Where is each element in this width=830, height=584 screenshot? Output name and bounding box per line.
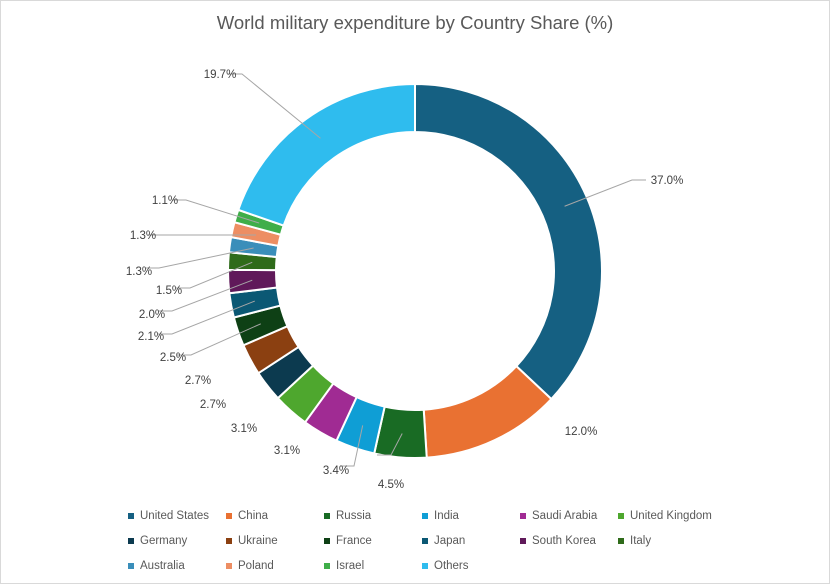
data-label: 3.1% xyxy=(231,423,257,435)
legend-label: United States xyxy=(140,509,210,522)
legend-item: United States xyxy=(128,507,226,524)
data-label: 2.5% xyxy=(160,352,186,364)
legend-label: South Korea xyxy=(532,534,596,547)
legend-swatch xyxy=(422,537,428,544)
data-label: 12.0% xyxy=(565,426,598,438)
legend-item: China xyxy=(226,507,324,524)
leader-line xyxy=(228,73,321,139)
legend-label: Germany xyxy=(140,534,188,547)
legend-swatch xyxy=(520,537,526,544)
legend-item: Poland xyxy=(226,557,324,574)
slice-china xyxy=(422,364,553,459)
legend-label: China xyxy=(238,509,269,522)
legend-label: Poland xyxy=(238,559,274,572)
legend-label: Israel xyxy=(336,559,365,572)
legend-swatch xyxy=(520,512,526,519)
legend-item: United Kingdom xyxy=(618,507,728,524)
leader-line xyxy=(158,300,255,335)
legend-item: Others xyxy=(422,557,520,574)
data-label: 3.4% xyxy=(323,465,349,477)
legend-swatch xyxy=(422,512,428,519)
legend-label: Ukraine xyxy=(238,534,278,547)
legend-swatch xyxy=(324,562,330,569)
leader-line xyxy=(340,425,364,467)
legend-swatch xyxy=(128,512,134,519)
legend-swatch xyxy=(324,512,330,519)
legend-item: Russia xyxy=(324,507,422,524)
legend-label: France xyxy=(336,534,372,547)
doughnut-chart: 37.0% 12.0% 4.5% 3.4% 3.1% 3.1% 2.7% 2.7% 2.5% 2.… xyxy=(126,69,684,491)
legend-item: Israel xyxy=(324,557,422,574)
legend-label: Australia xyxy=(140,559,185,572)
legend-label: India xyxy=(434,509,459,522)
legend-label: United Kingdom xyxy=(630,509,712,522)
data-label: 1.5% xyxy=(156,285,182,297)
leader-line xyxy=(377,433,403,456)
slice-others xyxy=(237,82,416,227)
legend-swatch xyxy=(226,562,232,569)
legend-swatch xyxy=(226,512,232,519)
leader-line xyxy=(158,279,253,312)
leader-line xyxy=(145,247,254,269)
legend-item: South Korea xyxy=(520,532,618,549)
data-label: 1.3% xyxy=(130,230,156,242)
legend-item: Ukraine xyxy=(226,532,324,549)
data-label: 37.0% xyxy=(651,175,684,187)
legend-item: Germany xyxy=(128,532,226,549)
legend-item: Japan xyxy=(422,532,520,549)
data-label: 1.3% xyxy=(126,266,152,278)
legend-item: Australia xyxy=(128,557,226,574)
legend-swatch xyxy=(128,562,134,569)
chart-title: World military expenditure by Country Sh… xyxy=(216,12,614,33)
leader-line xyxy=(172,199,260,224)
leader-line xyxy=(176,261,253,289)
legend-swatch xyxy=(128,537,134,544)
leader-line xyxy=(177,323,261,356)
leader-line xyxy=(564,179,646,207)
slice-united-states xyxy=(414,82,603,401)
legend-label: Russia xyxy=(336,509,372,522)
legend-label: Italy xyxy=(630,534,652,547)
data-label: 3.1% xyxy=(274,445,300,457)
legend-item: France xyxy=(324,532,422,549)
data-label: 4.5% xyxy=(378,479,404,491)
data-label: 1.1% xyxy=(152,195,178,207)
legend-item: Saudi Arabia xyxy=(520,507,618,524)
data-label: 19.7% xyxy=(204,69,237,81)
data-label: 2.0% xyxy=(139,309,165,321)
legend-item: India xyxy=(422,507,520,524)
legend-label: Others xyxy=(434,559,469,572)
data-label: 2.7% xyxy=(200,399,226,411)
legend: United States China Russia India Saudi Arabi… xyxy=(128,507,768,574)
data-label: 2.1% xyxy=(138,331,164,343)
legend-item: Italy xyxy=(618,532,728,549)
legend-label: Japan xyxy=(434,534,466,547)
data-label: 2.7% xyxy=(185,375,211,387)
legend-swatch xyxy=(226,537,232,544)
legend-label: Saudi Arabia xyxy=(532,509,598,522)
legend-swatch xyxy=(618,537,624,544)
legend-swatch xyxy=(618,512,624,519)
legend-swatch xyxy=(324,537,330,544)
legend-swatch xyxy=(422,562,428,569)
